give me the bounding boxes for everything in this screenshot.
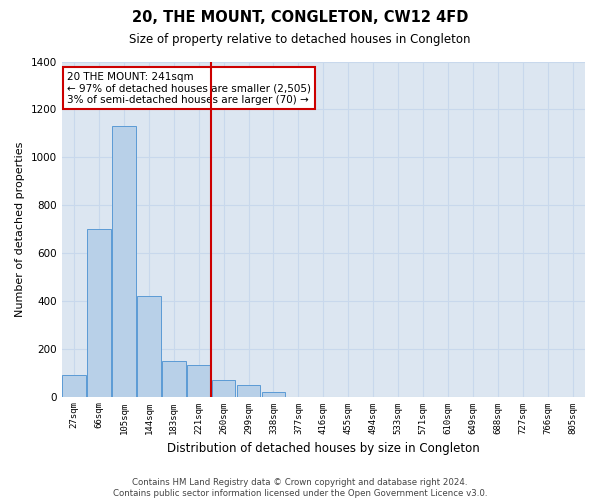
Bar bbox=[137, 296, 161, 396]
Bar bbox=[112, 126, 136, 396]
Bar bbox=[262, 392, 286, 396]
Text: Size of property relative to detached houses in Congleton: Size of property relative to detached ho… bbox=[129, 32, 471, 46]
Bar bbox=[187, 366, 211, 396]
Bar bbox=[212, 380, 235, 396]
Y-axis label: Number of detached properties: Number of detached properties bbox=[15, 142, 25, 316]
X-axis label: Distribution of detached houses by size in Congleton: Distribution of detached houses by size … bbox=[167, 442, 480, 455]
Text: Contains HM Land Registry data © Crown copyright and database right 2024.
Contai: Contains HM Land Registry data © Crown c… bbox=[113, 478, 487, 498]
Bar bbox=[162, 360, 185, 396]
Bar bbox=[62, 375, 86, 396]
Bar bbox=[237, 384, 260, 396]
Text: 20, THE MOUNT, CONGLETON, CW12 4FD: 20, THE MOUNT, CONGLETON, CW12 4FD bbox=[132, 10, 468, 25]
Text: 20 THE MOUNT: 241sqm
← 97% of detached houses are smaller (2,505)
3% of semi-det: 20 THE MOUNT: 241sqm ← 97% of detached h… bbox=[67, 72, 311, 105]
Bar bbox=[87, 229, 111, 396]
